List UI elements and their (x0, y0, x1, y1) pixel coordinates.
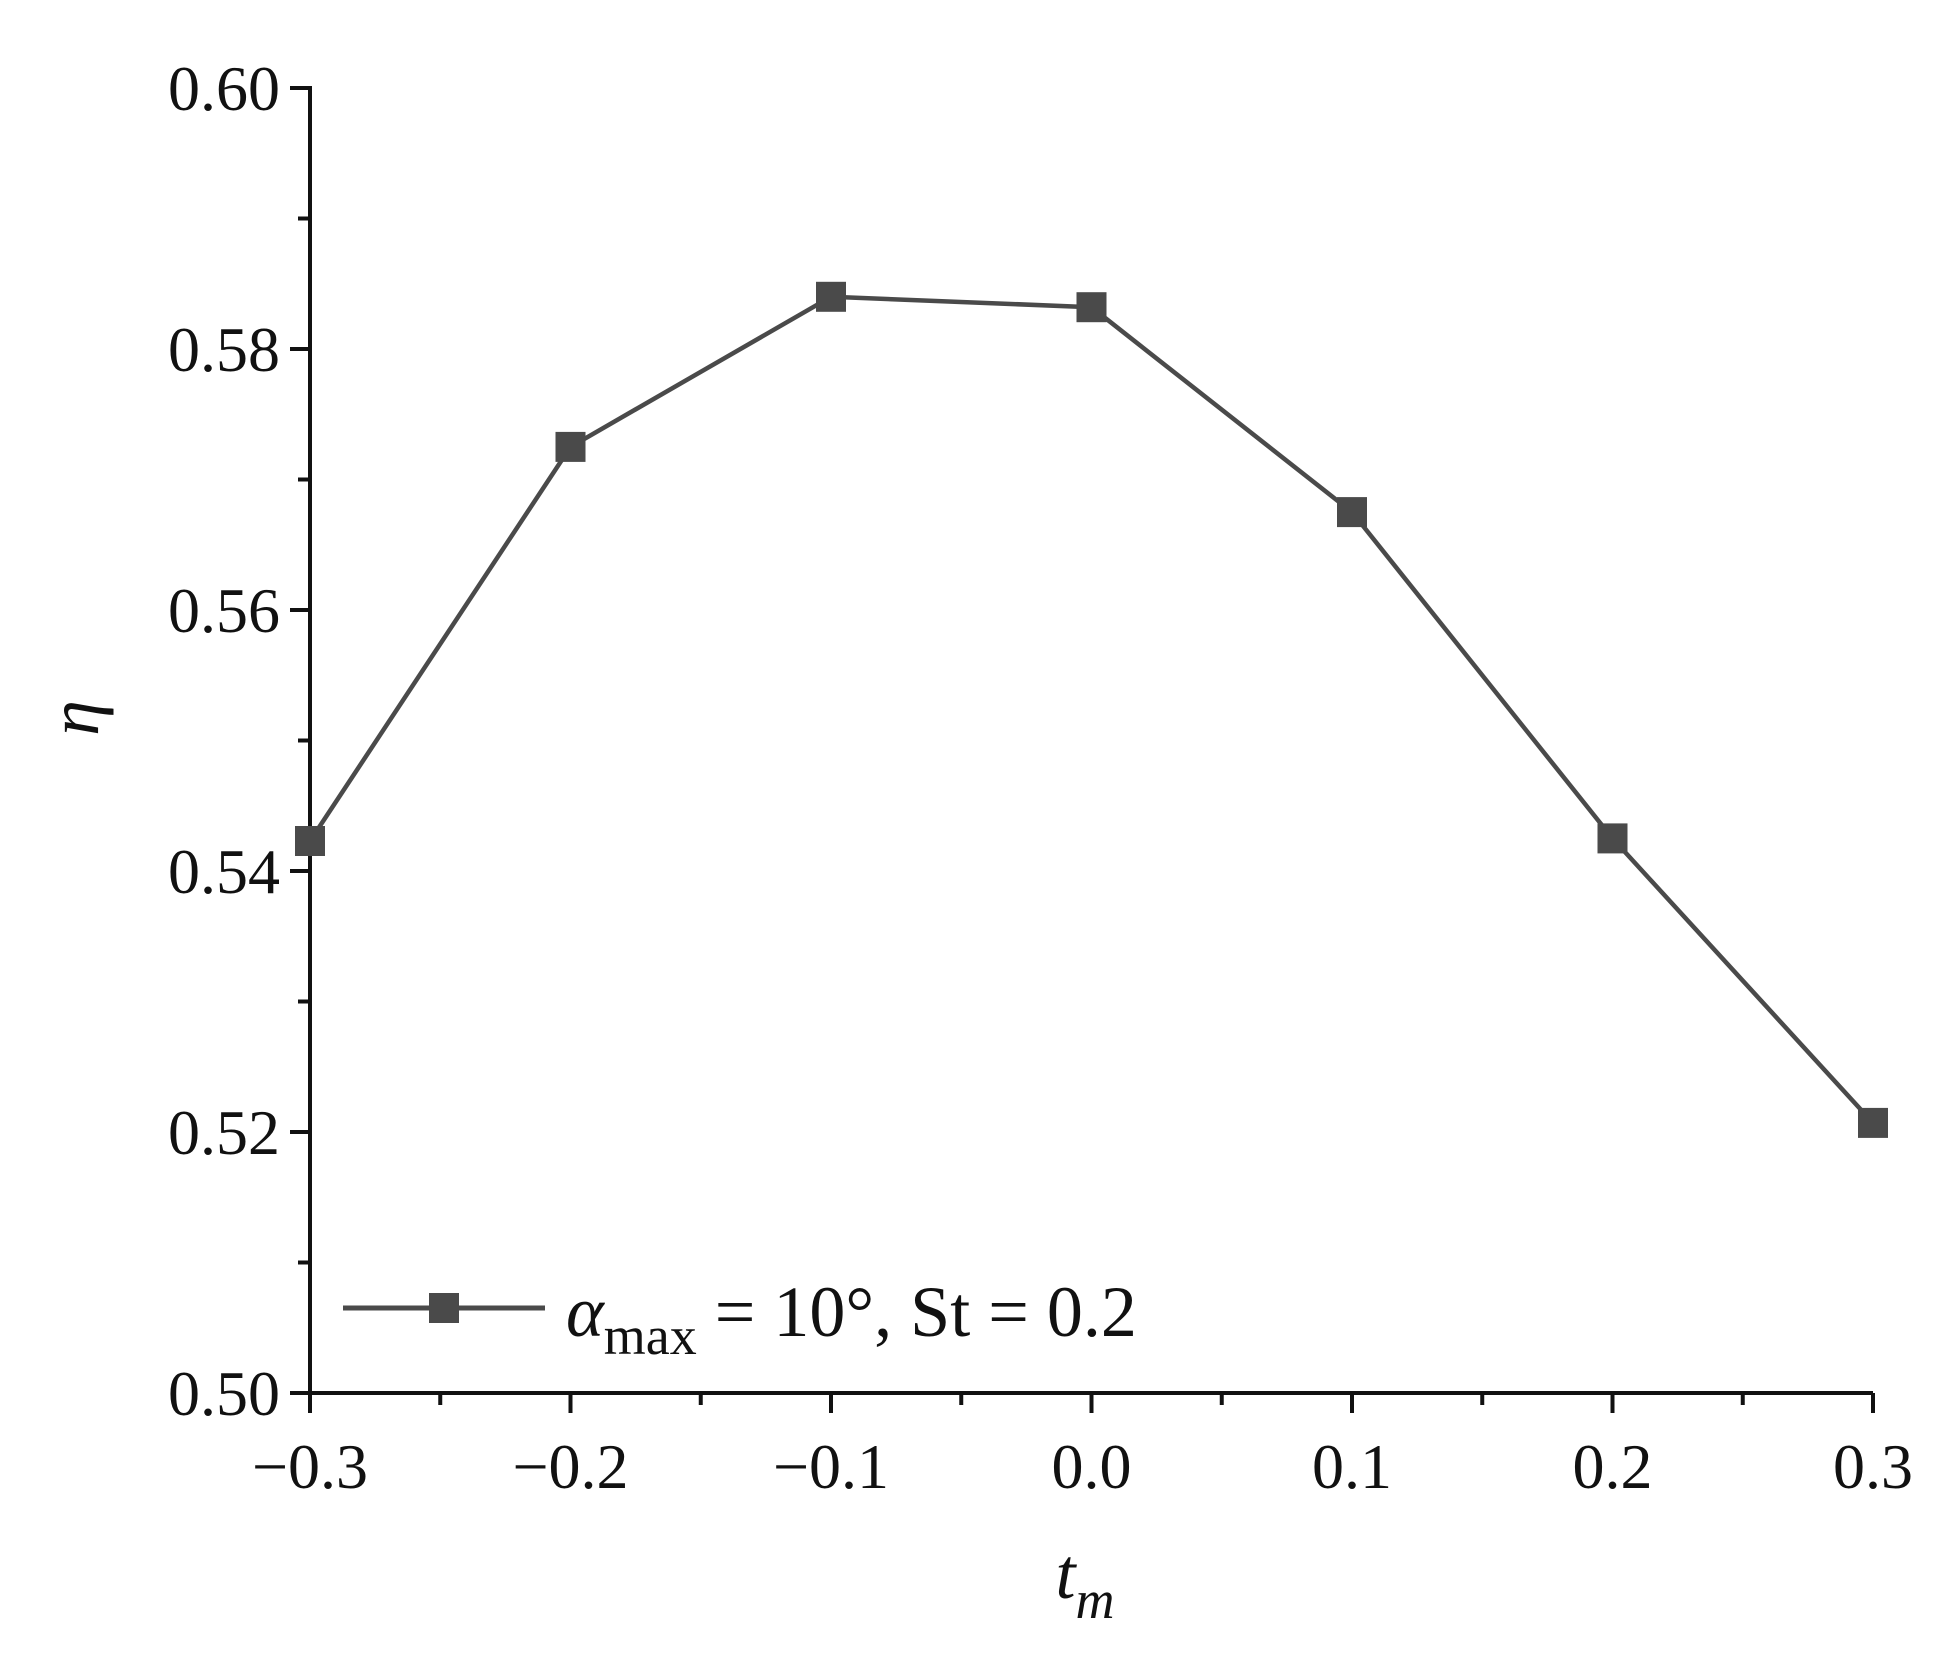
y-axis-title: η (34, 700, 114, 736)
data-point (295, 826, 325, 856)
y-axis-ticks: 0.50 0.52 0.54 0.56 0.58 0.60 (168, 53, 310, 1429)
x-tick-label: 0.3 (1833, 1431, 1913, 1502)
axes (308, 86, 1873, 1395)
data-point (1337, 497, 1367, 528)
x-tick-label: −0.1 (773, 1431, 889, 1502)
data-point (1076, 292, 1107, 323)
x-tick-label: −0.3 (252, 1431, 368, 1502)
y-tick-label: 0.54 (168, 836, 280, 907)
legend-label: αmax = 10°, St = 0.2 (566, 1272, 1137, 1366)
x-tick-label: 0.1 (1312, 1431, 1392, 1502)
x-tick-label: −0.2 (512, 1431, 628, 1502)
data-point (1858, 1107, 1888, 1138)
y-tick-label: 0.56 (168, 575, 280, 646)
series-line (308, 294, 1875, 1125)
data-point (816, 281, 846, 312)
data-point (1597, 823, 1628, 854)
legend-subscript: max (604, 1306, 697, 1366)
x-axis-title-main: t (1055, 1534, 1077, 1614)
y-tick-label: 0.58 (168, 314, 280, 385)
data-point (555, 431, 586, 462)
y-tick-label: 0.50 (168, 1358, 280, 1429)
y-tick-label: 0.52 (168, 1097, 280, 1168)
x-tick-label: 0.0 (1052, 1431, 1132, 1502)
x-axis-title-sub: m (1076, 1570, 1115, 1630)
y-tick-label: 0.60 (168, 53, 280, 124)
legend-symbol: α (566, 1272, 605, 1352)
series-layer (295, 281, 1888, 1138)
x-tick-label: 0.2 (1573, 1431, 1653, 1502)
x-axis-title: tm (1055, 1534, 1114, 1630)
legend-rest: = 10°, St = 0.2 (697, 1272, 1137, 1352)
legend-marker (429, 1293, 459, 1323)
x-axis-ticks: −0.3 −0.2 −0.1 0.0 0.1 0.2 0.3 (252, 1393, 1913, 1502)
legend: αmax = 10°, St = 0.2 (343, 1272, 1137, 1366)
